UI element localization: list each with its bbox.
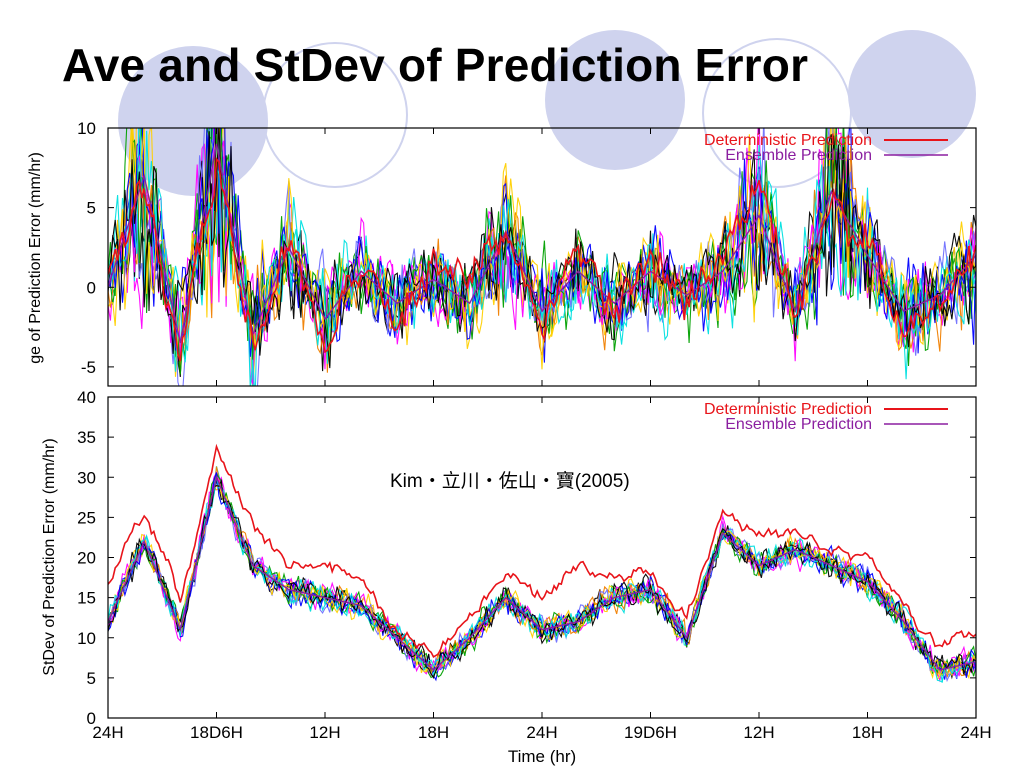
ensemble-member-line (108, 128, 976, 385)
legend-label-deterministic: Deterministic Prediction (704, 401, 872, 418)
y-tick-label: 35 (77, 428, 96, 447)
ensemble-member-line (108, 128, 976, 369)
ensemble-member-line (108, 483, 976, 678)
y-tick-label: 15 (77, 589, 96, 608)
chart-figure: 10 5 0 -5 ge of Prediction Error (mm/hr) Dete… (0, 110, 1024, 768)
chart-panel-0: 10 5 0 -5 ge of Prediction Error (mm/hr) Dete… (27, 119, 977, 387)
y-tick-label: 40 (77, 388, 96, 407)
legend-label-deterministic: Deterministic Prediction (704, 132, 872, 149)
ensemble-member-line (108, 128, 976, 386)
ensemble-member-line (108, 472, 976, 678)
deterministic-prediction-line (108, 157, 976, 362)
ensemble-member-line (108, 485, 976, 681)
deterministic-prediction-line (108, 443, 976, 659)
legend-label-ensemble: Ensemble Prediction (725, 416, 872, 433)
x-tick-label: 24H (960, 723, 991, 742)
x-tick-label: 24H (526, 723, 557, 742)
x-tick-label: 18H (852, 723, 883, 742)
ensemble-member-line (108, 128, 976, 377)
ensemble-members (108, 128, 976, 386)
citation-annotation: Kim・立川・佐山・寶(2005) (390, 470, 630, 492)
ensemble-prediction-line (108, 475, 976, 671)
x-tick-label: 18H (418, 723, 449, 742)
x-axis-label: Time (hr) (508, 747, 576, 766)
y-tick-label: 5 (87, 669, 96, 688)
legend-label-ensemble: Ensemble Prediction (725, 147, 872, 164)
y-tick-label: 10 (77, 629, 96, 648)
ensemble-members (108, 466, 976, 684)
y-tick-label: 5 (87, 199, 96, 218)
ensemble-member-line (108, 128, 976, 357)
y-tick-label: 0 (87, 278, 96, 297)
x-tick-label: 19D6H (624, 723, 677, 742)
y-tick-label: 0 (87, 709, 96, 728)
x-tick-label: 24H (92, 723, 123, 742)
ensemble-member-line (108, 479, 976, 680)
y-tick-label: 25 (77, 508, 96, 527)
ensemble-member-line (108, 478, 976, 679)
y-tick-label: 20 (77, 549, 96, 568)
y-tick-label: -5 (81, 358, 96, 377)
decorative-circle (848, 30, 976, 158)
y-tick-label: 10 (77, 119, 96, 138)
y-axis-label: StDev of Prediction Error (mm/hr) (41, 438, 58, 675)
x-tick-label: 12H (309, 723, 340, 742)
plot-frame (107, 396, 977, 719)
x-tick-label: 12H (743, 723, 774, 742)
x-tick-label: 18D6H (190, 723, 243, 742)
chart-canvas: 10 5 0 -5 ge of Prediction Error (mm/hr) Dete… (27, 119, 992, 766)
slide-title: Ave and StDev of Prediction Error (62, 39, 809, 91)
decorative-circle (545, 30, 685, 170)
y-axis-label: ge of Prediction Error (mm/hr) (27, 152, 44, 364)
ensemble-member-line (108, 128, 976, 386)
decorative-ring (262, 42, 408, 188)
y-tick-label: 30 (77, 468, 96, 487)
